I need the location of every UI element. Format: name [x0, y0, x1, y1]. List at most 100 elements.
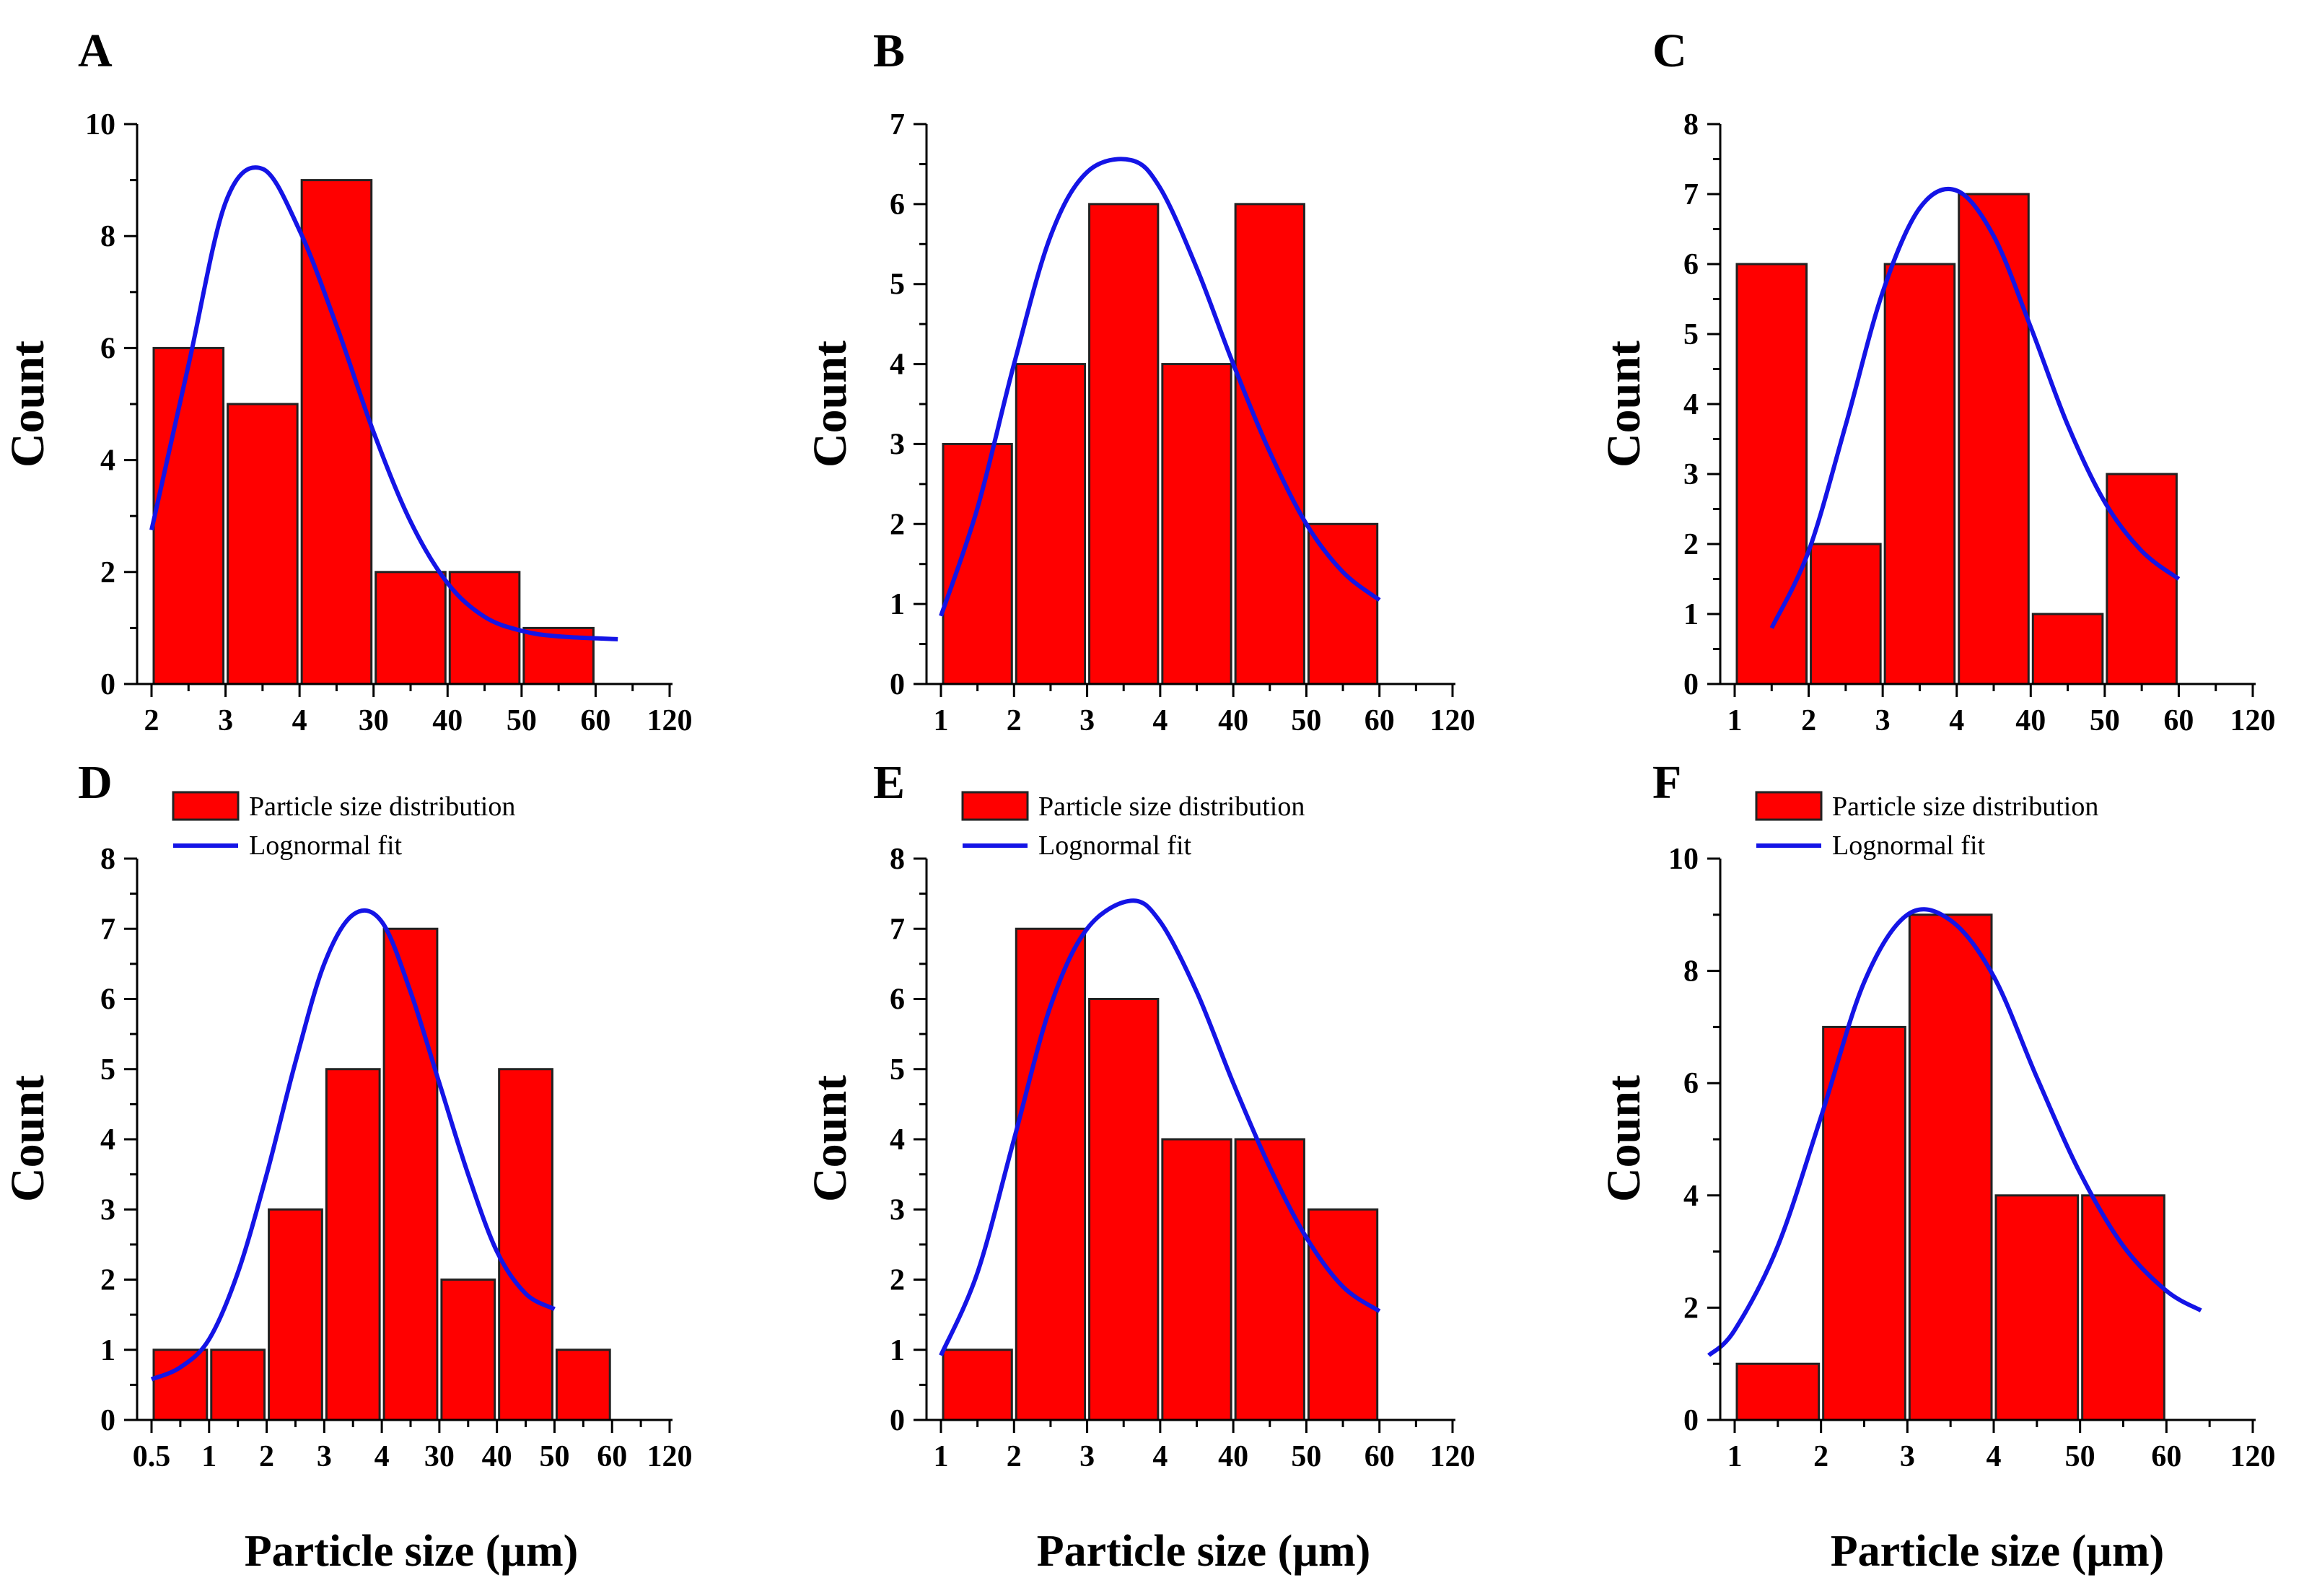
- y-tick-label: 1: [890, 588, 905, 621]
- y-axis-label: Count: [1, 341, 54, 468]
- x-axis-label: Particle size (µm): [1037, 1527, 1371, 1576]
- x-tick-label: 4: [1152, 1440, 1168, 1473]
- x-tick-label: 60: [580, 704, 610, 737]
- y-tick-label: 4: [1683, 388, 1699, 421]
- legend-bar-swatch: [172, 791, 240, 821]
- bar: [1958, 193, 2030, 685]
- x-tick-label: 120: [647, 704, 693, 737]
- x-tick-label: 50: [2090, 704, 2120, 737]
- lognormal-fit-line: [1707, 907, 2202, 1357]
- y-tick-label: 6: [890, 188, 905, 222]
- lognormal-fit-line: [149, 165, 618, 641]
- bar: [152, 346, 225, 685]
- x-tick-label: 120: [647, 1440, 693, 1473]
- lognormal-fit-line: [939, 157, 1381, 617]
- y-tick-label: 8: [1683, 955, 1699, 988]
- panel-label: A: [78, 25, 113, 77]
- bar: [210, 1349, 266, 1421]
- legend-bar-label: Particle size distribution: [249, 792, 515, 822]
- y-tick-label: 6: [890, 983, 905, 1017]
- y-tick-label: 5: [890, 268, 905, 302]
- x-tick-label: 4: [1949, 704, 1964, 737]
- y-tick-label: 3: [890, 428, 905, 461]
- legend: Particle size distribution Lognormal fit: [1755, 791, 2098, 861]
- lognormal-fit-line: [1769, 186, 2181, 629]
- x-tick-label: 50: [539, 1440, 569, 1473]
- bar: [268, 1208, 323, 1421]
- x-tick-label: 120: [1430, 1440, 1476, 1473]
- bar: [2031, 613, 2104, 685]
- y-tick-label: 3: [890, 1193, 905, 1227]
- bar: [382, 927, 439, 1421]
- y-tick-label: 1: [100, 1334, 115, 1367]
- bar: [1088, 203, 1160, 685]
- x-tick-label: 2: [1801, 704, 1816, 737]
- x-axis-label: Particle size (µm): [245, 1527, 579, 1576]
- y-tick-label: 4: [100, 444, 115, 478]
- y-tick-label: 4: [890, 348, 905, 382]
- bar: [1161, 363, 1232, 685]
- bars-f: [1735, 913, 2165, 1421]
- y-tick-label: 6: [1683, 1067, 1699, 1100]
- x-tick-label: 40: [482, 1440, 512, 1473]
- y-tick-label: 0: [1683, 668, 1699, 701]
- bar: [1307, 522, 1379, 685]
- y-axis-label: Count: [1598, 341, 1650, 468]
- lognormal-fit-line: [939, 898, 1381, 1356]
- y-tick-label: 5: [1683, 318, 1699, 351]
- y-tick-label: 0: [100, 668, 115, 701]
- y-tick-label: 7: [890, 108, 905, 141]
- x-tick-label: 3: [1079, 704, 1095, 737]
- panel-label: F: [1652, 756, 1681, 809]
- legend-bar-swatch: [961, 791, 1029, 821]
- x-tick-label: 50: [2065, 1440, 2095, 1473]
- bar: [1994, 1194, 2080, 1421]
- y-tick-label: 8: [890, 843, 905, 876]
- y-tick-label: 2: [1683, 528, 1699, 561]
- y-tick-label: 0: [890, 1404, 905, 1437]
- x-tick-label: 4: [1987, 1440, 2002, 1473]
- x-tick-label: 0.5: [133, 1440, 171, 1473]
- x-tick-label: 120: [2230, 1440, 2276, 1473]
- x-tick-label: 50: [1291, 1440, 1321, 1473]
- x-tick-label: 30: [359, 704, 389, 737]
- bars-b: [942, 203, 1379, 685]
- x-tick-label: 40: [432, 704, 463, 737]
- y-tick-label: 6: [100, 332, 115, 365]
- x-tick-label: 120: [1430, 704, 1476, 737]
- x-tick-label: 2: [1007, 704, 1022, 737]
- x-tick-label: 3: [1900, 1440, 1915, 1473]
- x-tick-label: 4: [1152, 704, 1168, 737]
- y-tick-label: 6: [100, 983, 115, 1017]
- bar: [1908, 913, 1993, 1421]
- x-tick-label: 2: [144, 704, 159, 737]
- y-tick-label: 8: [1683, 108, 1699, 141]
- y-tick-label: 2: [100, 1264, 115, 1297]
- panel-label: C: [1652, 25, 1687, 77]
- bar: [1307, 1208, 1379, 1421]
- bar: [325, 1068, 381, 1421]
- y-tick-label: 7: [890, 913, 905, 946]
- y-tick-label: 10: [85, 108, 115, 141]
- y-tick-label: 3: [100, 1193, 115, 1227]
- y-axis-label: Count: [1, 1075, 54, 1202]
- y-tick-label: 2: [100, 556, 115, 589]
- x-tick-label: 60: [597, 1440, 627, 1473]
- y-tick-label: 1: [1683, 598, 1699, 631]
- x-tick-label: 60: [1365, 1440, 1395, 1473]
- y-tick-label: 7: [1683, 178, 1699, 211]
- x-tick-label: 60: [2151, 1440, 2181, 1473]
- y-tick-label: 8: [100, 220, 115, 253]
- legend-line-label: Lognormal fit: [249, 830, 403, 861]
- legend-line-label: Lognormal fit: [1832, 830, 1986, 861]
- bar: [374, 571, 447, 685]
- bar: [1735, 1362, 1821, 1421]
- y-axis-label: Count: [804, 341, 857, 468]
- bar: [1810, 543, 1882, 685]
- x-tick-label: 1: [1727, 1440, 1743, 1473]
- chart-panel-d: 0 1 2 3 4 5 6 7 8 0.5 1 2 3 4 30 40 50 60 120 D Count Particl…: [1, 756, 693, 1576]
- lognormal-fit-line: [150, 908, 556, 1382]
